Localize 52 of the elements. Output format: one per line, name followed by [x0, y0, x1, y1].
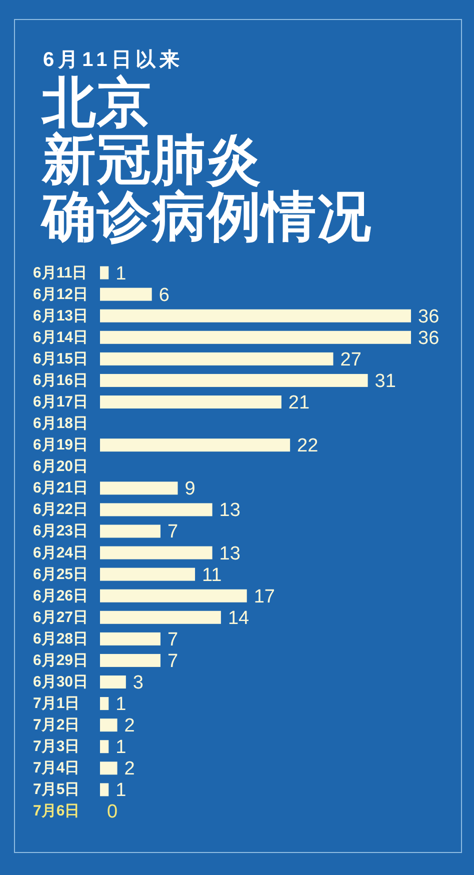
- data-label: 7: [167, 629, 178, 650]
- category-label: 7月6日: [33, 802, 80, 820]
- data-label: 3: [132, 672, 144, 694]
- category-label: 6月17日: [33, 394, 88, 410]
- data-label: 31: [374, 370, 396, 392]
- category-label: 6月29日: [33, 652, 88, 669]
- category-label: 6月15日: [33, 350, 88, 368]
- data-label: 14: [228, 608, 250, 629]
- category-label: 6月24日: [33, 544, 88, 562]
- data-label: 2: [124, 716, 135, 737]
- chart-subtitle: 6月11日以来: [43, 49, 184, 71]
- category-label: 7月4日: [33, 760, 80, 777]
- category-label: 6月27日: [33, 608, 88, 626]
- chart-title: 北京新冠肺炎确诊病例情况: [40, 73, 372, 247]
- data-label: 21: [288, 392, 310, 414]
- category-label: 6月19日: [33, 436, 88, 454]
- data-label: 27: [340, 349, 362, 370]
- category-label: 6月18日: [33, 415, 88, 432]
- category-label: 6月23日: [33, 522, 88, 540]
- data-label: 36: [418, 328, 440, 349]
- data-label: 1: [116, 737, 126, 758]
- data-label: 36: [418, 306, 440, 328]
- category-label: 6月13日: [33, 307, 88, 324]
- data-label: 0: [107, 802, 118, 823]
- data-label: 13: [219, 500, 240, 522]
- category-label: 7月3日: [33, 738, 80, 756]
- data-label: 13: [219, 543, 240, 564]
- data-label: 6: [158, 284, 170, 306]
- category-label: 7月2日: [33, 716, 80, 734]
- data-label: 7: [167, 522, 178, 543]
- category-label: 6月28日: [33, 630, 88, 648]
- data-label: 11: [202, 564, 222, 586]
- data-label: 1: [116, 263, 126, 284]
- data-label: 9: [184, 478, 196, 500]
- category-label: 6月14日: [33, 328, 88, 346]
- category-label: 6月11日: [33, 264, 88, 282]
- category-label: 6月22日: [33, 501, 88, 518]
- data-label: 2: [124, 758, 135, 780]
- data-label: 1: [116, 780, 126, 802]
- data-label: 17: [254, 586, 275, 608]
- data-label: 22: [297, 436, 318, 457]
- category-label: 6月26日: [33, 587, 88, 604]
- category-label: 7月5日: [33, 781, 80, 798]
- category-label: 7月1日: [33, 695, 80, 712]
- category-label: 6月30日: [33, 674, 88, 690]
- category-label: 6月12日: [33, 286, 88, 303]
- category-label: 6月20日: [33, 458, 88, 476]
- category-label: 6月21日: [33, 480, 88, 497]
- data-label: 1: [116, 694, 126, 716]
- data-label: 7: [167, 650, 178, 672]
- category-label: 6月25日: [33, 566, 88, 583]
- category-label: 6月16日: [33, 372, 88, 389]
